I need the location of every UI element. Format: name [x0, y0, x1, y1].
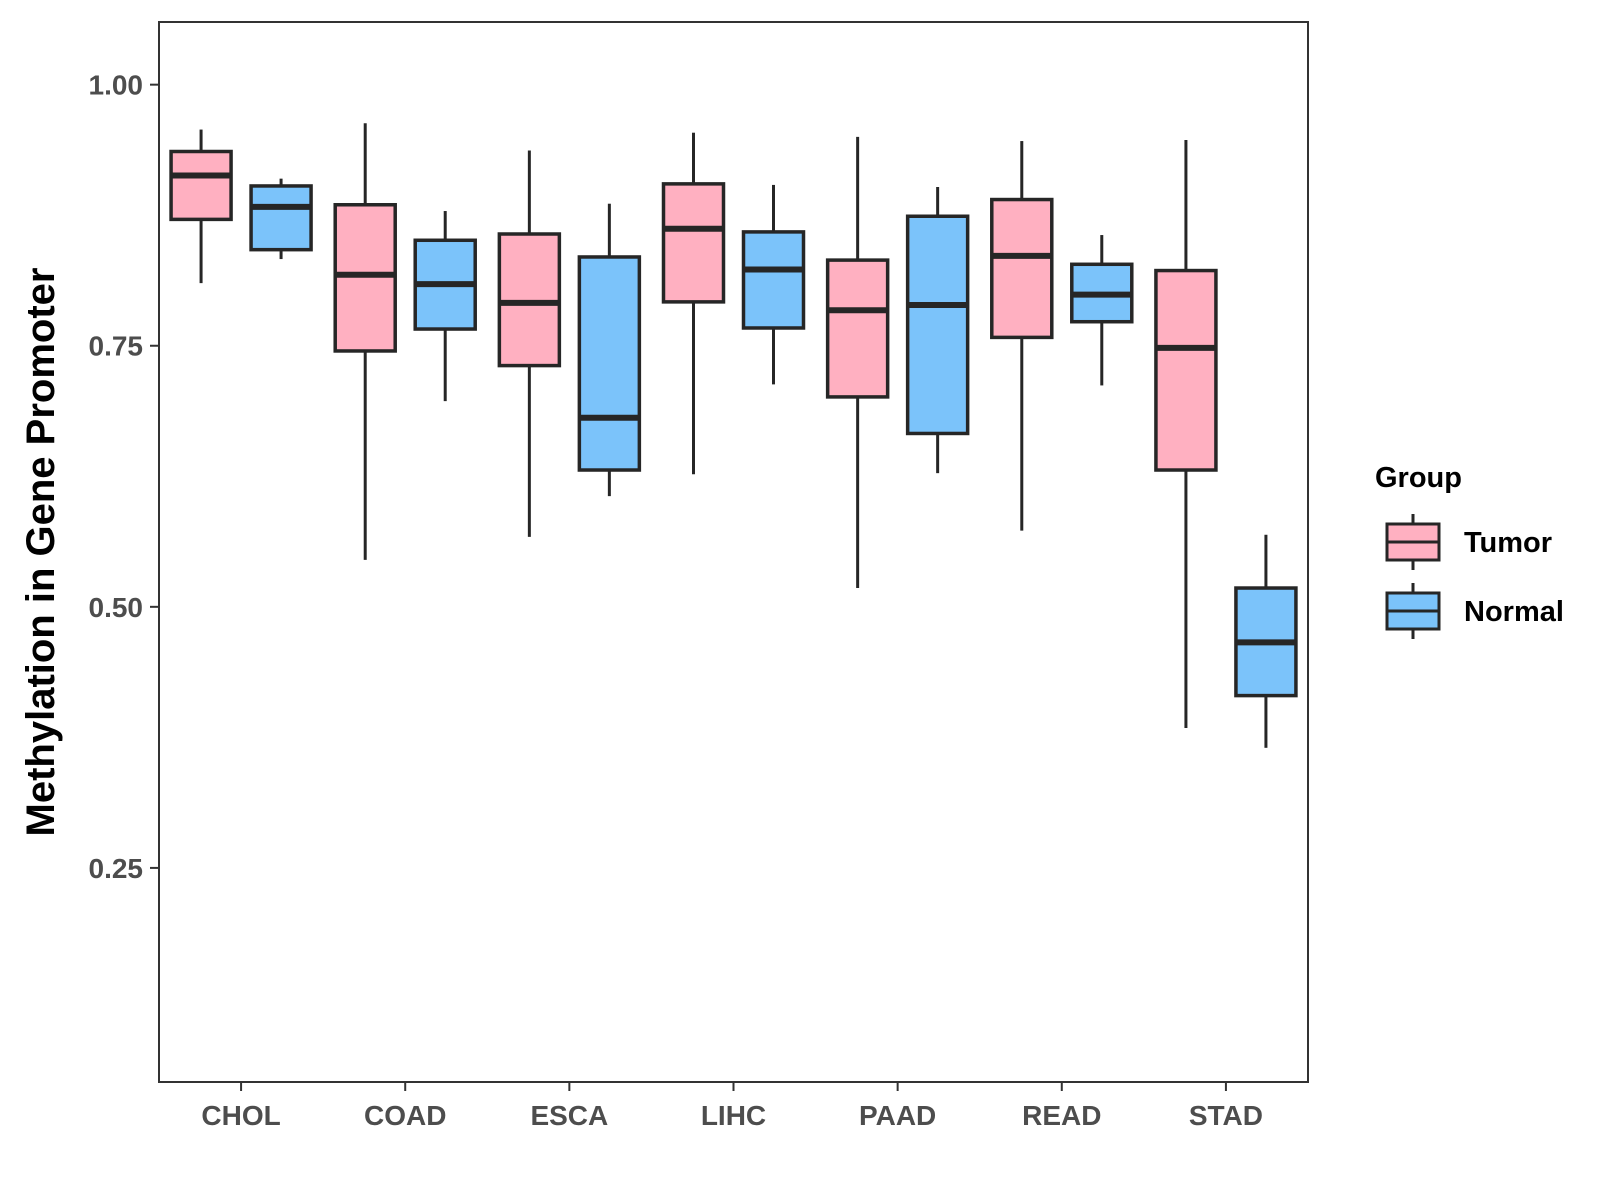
- box-normal-paad: [905, 187, 970, 474]
- iqr-box: [825, 258, 890, 399]
- x-tick-label-stad: STAD: [1189, 1100, 1263, 1131]
- x-axis: CHOL COAD ESCA LIHC PAAD READ STAD: [201, 1082, 1263, 1131]
- box-normal-read: [1070, 235, 1134, 386]
- y-axis-title: Methylation in Gene Promoter: [19, 268, 63, 837]
- box-normal-lihc: [741, 184, 806, 385]
- y-tick-label: 0.50: [89, 592, 144, 623]
- legend-title: Group: [1375, 462, 1462, 494]
- x-tick-label-coad: COAD: [364, 1100, 446, 1131]
- y-tick-label: 0.25: [89, 853, 144, 884]
- legend-label-normal: Normal: [1464, 596, 1564, 628]
- box-tumor-esca: [497, 150, 562, 537]
- box-tumor-stad: [1154, 140, 1218, 728]
- y-axis: 0.25 0.50 0.75 1.00: [89, 70, 159, 884]
- box-normal-chol: [249, 178, 313, 260]
- y-tick-label: 1.00: [89, 70, 144, 101]
- box-normal-stad: [1234, 534, 1298, 748]
- iqr-box: [905, 214, 970, 436]
- iqr-box: [741, 230, 806, 330]
- box-tumor-read: [990, 141, 1054, 531]
- x-tick-label-paad: PAAD: [859, 1100, 936, 1131]
- legend: Group Tumor Normal: [1375, 462, 1564, 639]
- legend-label-tumor: Tumor: [1464, 527, 1552, 559]
- legend-entries: Tumor Normal: [1385, 514, 1564, 639]
- x-tick-label-read: READ: [1022, 1100, 1101, 1131]
- box-normal-coad: [413, 211, 477, 402]
- box-tumor-coad: [333, 123, 397, 560]
- iqr-box: [169, 149, 233, 222]
- iqr-box: [661, 182, 726, 304]
- iqr-box: [577, 255, 642, 472]
- box-normal-esca: [577, 203, 642, 497]
- legend-entry-normal: Normal: [1385, 583, 1564, 639]
- iqr-box: [990, 197, 1054, 340]
- x-tick-label-esca: ESCA: [530, 1100, 608, 1131]
- box-tumor-lihc: [661, 132, 726, 475]
- x-tick-label-chol: CHOL: [201, 1100, 280, 1131]
- box-tumor-chol: [169, 129, 233, 284]
- iqr-box: [497, 232, 562, 368]
- box-layer: [169, 123, 1298, 748]
- box-tumor-paad: [825, 136, 890, 589]
- y-tick-label: 0.75: [89, 331, 144, 362]
- x-tick-label-lihc: LIHC: [701, 1100, 766, 1131]
- iqr-box: [249, 184, 313, 252]
- iqr-box: [1154, 268, 1218, 472]
- iqr-box: [333, 203, 397, 353]
- legend-entry-tumor: Tumor: [1385, 514, 1552, 570]
